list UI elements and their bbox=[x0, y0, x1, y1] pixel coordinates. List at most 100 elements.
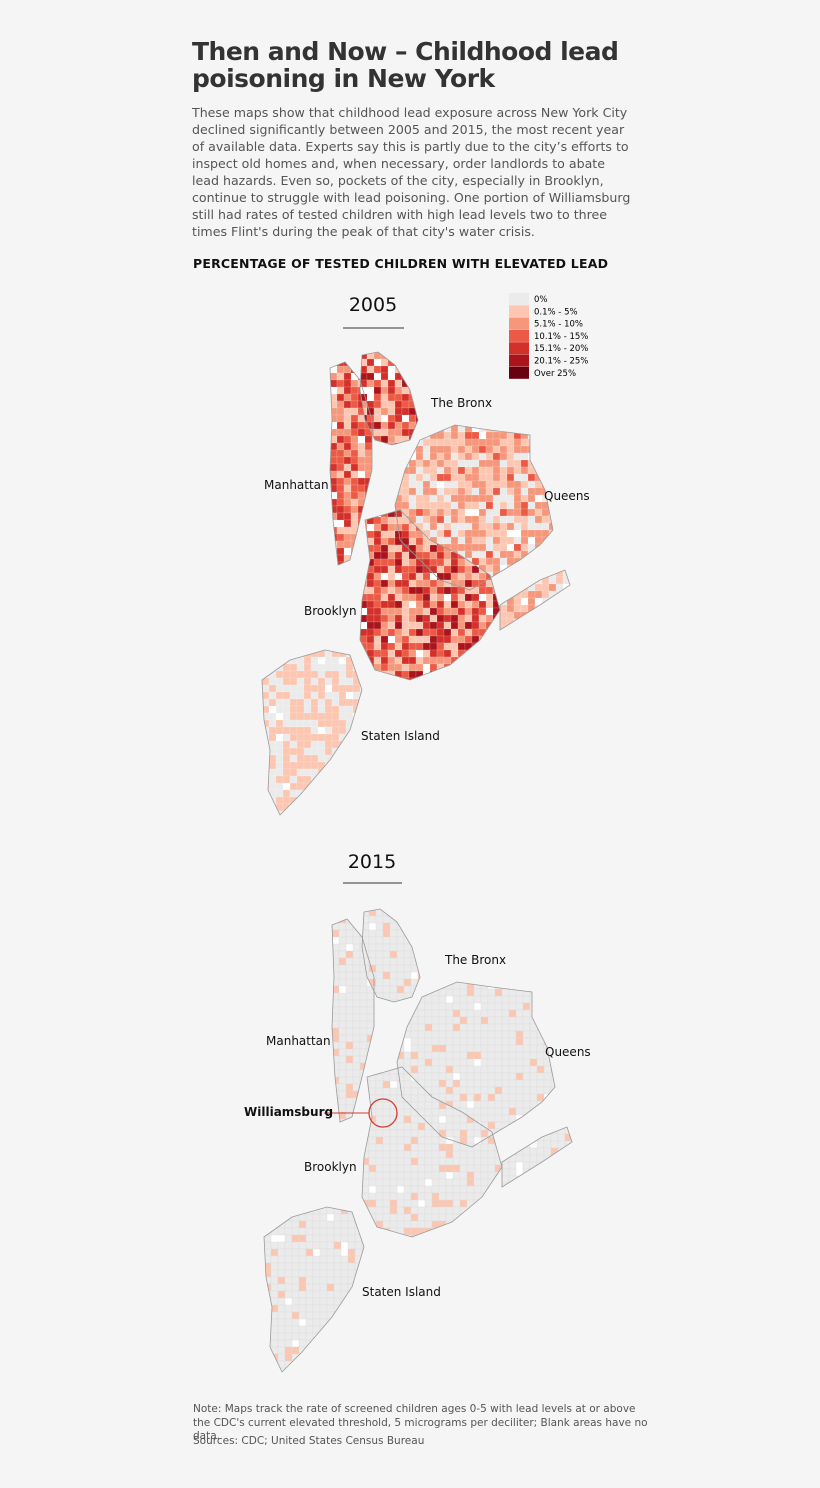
map-tile bbox=[326, 1269, 335, 1278]
map-tile bbox=[424, 1030, 433, 1039]
map-tile bbox=[401, 621, 410, 630]
map-tile bbox=[520, 522, 529, 531]
map-tile bbox=[375, 1227, 384, 1236]
map-tile bbox=[515, 1140, 524, 1149]
map-tile bbox=[343, 435, 352, 444]
map-tile bbox=[557, 1168, 566, 1177]
map-tile bbox=[527, 611, 536, 620]
map-tile bbox=[473, 1065, 482, 1074]
map-tile bbox=[478, 536, 487, 545]
map-tile bbox=[270, 1290, 279, 1299]
map-tile bbox=[471, 431, 480, 440]
map-tile bbox=[289, 733, 298, 742]
map-tile bbox=[494, 1030, 503, 1039]
map-tile bbox=[429, 600, 438, 609]
map-tile bbox=[541, 445, 550, 454]
map-tile bbox=[282, 712, 291, 721]
map-tile bbox=[527, 618, 536, 627]
map-tile bbox=[351, 352, 358, 359]
map-tile bbox=[380, 607, 389, 616]
map-tile bbox=[350, 414, 359, 423]
map-tile bbox=[312, 1220, 321, 1229]
map-tile bbox=[459, 1100, 468, 1109]
map-tile bbox=[410, 1087, 419, 1096]
map-tile bbox=[408, 579, 417, 588]
map-tile bbox=[436, 445, 445, 454]
map-tile bbox=[277, 1332, 286, 1341]
map-tile bbox=[352, 733, 361, 742]
map-tile bbox=[366, 635, 375, 644]
map-tile bbox=[282, 754, 291, 763]
map-tile bbox=[339, 909, 346, 916]
map-tile bbox=[317, 754, 326, 763]
map-tile bbox=[357, 526, 366, 535]
map-tile bbox=[333, 1297, 342, 1306]
map-tile bbox=[408, 501, 417, 510]
map-tile bbox=[550, 1121, 555, 1130]
map-tile bbox=[436, 670, 445, 679]
map-tile bbox=[270, 1297, 279, 1306]
map-tile bbox=[333, 1318, 342, 1327]
map-tile bbox=[494, 1016, 503, 1025]
map-tile bbox=[408, 537, 417, 546]
map-tile bbox=[396, 1143, 405, 1152]
map-tile bbox=[541, 431, 550, 440]
map-tile bbox=[513, 576, 522, 585]
map-tile bbox=[401, 530, 410, 539]
map-tile bbox=[520, 494, 529, 503]
map-tile bbox=[548, 543, 553, 552]
map-tile bbox=[522, 1147, 531, 1156]
map-tile bbox=[382, 971, 391, 980]
map-tile bbox=[466, 1171, 475, 1180]
map-tile bbox=[464, 670, 473, 679]
map-tile bbox=[410, 1101, 419, 1110]
map-tile bbox=[438, 1051, 447, 1060]
map-tile bbox=[480, 1178, 489, 1187]
map-tile bbox=[478, 572, 487, 581]
map-tile bbox=[317, 789, 326, 798]
map-tile bbox=[324, 768, 333, 777]
map-tile bbox=[436, 551, 445, 560]
map-tile bbox=[431, 1023, 440, 1032]
map-tile bbox=[541, 425, 550, 433]
map-tile bbox=[360, 558, 368, 567]
map-tile bbox=[264, 1207, 272, 1215]
map-tile bbox=[305, 1213, 314, 1222]
map-tile bbox=[298, 1283, 307, 1292]
map-tile bbox=[340, 1353, 349, 1362]
map-tile bbox=[350, 442, 359, 451]
map-tile bbox=[480, 1058, 489, 1067]
map-tile bbox=[485, 515, 494, 524]
map-tile bbox=[564, 1154, 572, 1163]
map-tile bbox=[360, 628, 368, 637]
map-tile bbox=[543, 1114, 552, 1123]
map-tile bbox=[333, 1339, 342, 1348]
map-tile bbox=[436, 565, 445, 574]
map-tile bbox=[457, 558, 466, 567]
map-tile bbox=[350, 386, 359, 395]
map-tile bbox=[298, 1234, 307, 1243]
borough-outline bbox=[361, 1066, 503, 1238]
map-tile bbox=[338, 1048, 347, 1057]
map-tile bbox=[534, 438, 543, 447]
map-tile bbox=[380, 579, 389, 588]
map-tile bbox=[326, 1227, 335, 1236]
map-tile bbox=[534, 583, 543, 592]
map-tile bbox=[305, 1290, 314, 1299]
map-tile bbox=[366, 358, 375, 367]
map-tile bbox=[359, 1006, 368, 1015]
map-tile bbox=[417, 1206, 426, 1215]
map-tile bbox=[375, 1080, 384, 1089]
map-tile bbox=[543, 1140, 552, 1149]
map-tile bbox=[352, 726, 361, 735]
map-tile bbox=[431, 995, 440, 1004]
map-tile bbox=[319, 1241, 328, 1250]
map-tile bbox=[277, 1262, 286, 1271]
map-tile bbox=[354, 1241, 363, 1250]
map-tile bbox=[487, 1234, 496, 1237]
map-tile bbox=[443, 501, 452, 510]
map-tile bbox=[506, 576, 515, 585]
map-tile bbox=[494, 1185, 502, 1194]
map-tile bbox=[459, 1023, 468, 1032]
map-tile bbox=[357, 561, 366, 565]
